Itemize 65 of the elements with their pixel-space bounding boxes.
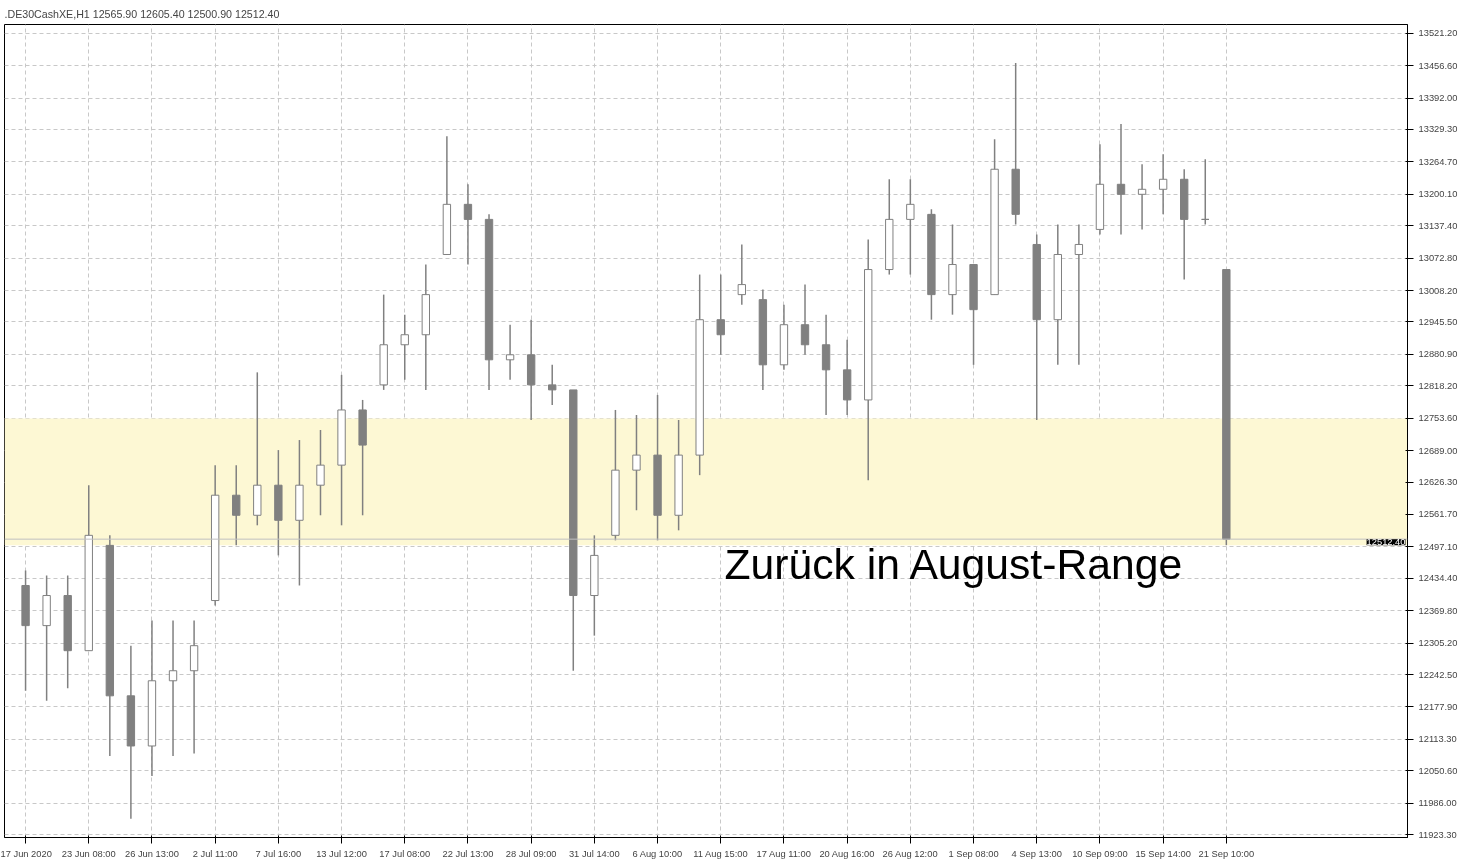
y-tick-label: 13264.70 xyxy=(1418,156,1458,167)
x-tick-label: 2 Jul 11:00 xyxy=(192,848,238,859)
x-tick-label: 17 Jul 08:00 xyxy=(379,848,431,859)
y-tick-label: 12689.00 xyxy=(1418,445,1458,456)
candlestick xyxy=(505,323,515,381)
chart-title: .DE30CashXE,H1 12565.90 12605.40 12500.90 12512.40 xyxy=(4,7,280,20)
candlestick xyxy=(716,273,725,356)
y-tick-label: 12626.30 xyxy=(1418,477,1458,488)
x-tick-label: 1 Sep 08:00 xyxy=(948,848,999,859)
y-tick-label: 11986.00 xyxy=(1418,798,1457,809)
x-tick-label: 26 Aug 12:00 xyxy=(882,848,938,859)
x-tick-label: 6 Aug 10:00 xyxy=(632,848,683,859)
x-tick-label: 23 Jun 08:00 xyxy=(61,848,116,859)
x-tick-label: 26 Jun 13:00 xyxy=(124,848,179,859)
candlestick xyxy=(1116,123,1126,236)
x-tick-label: 11 Aug 15:00 xyxy=(693,848,748,859)
candlestick xyxy=(1074,223,1084,366)
y-tick-label: 13456.60 xyxy=(1418,60,1458,71)
y-tick-label: 13072.80 xyxy=(1418,253,1458,264)
y-tick-label: 12561.70 xyxy=(1418,509,1458,520)
candlestick xyxy=(906,178,915,276)
y-tick-label: 13329.30 xyxy=(1418,124,1458,135)
candlestick xyxy=(400,313,409,381)
x-tick-label: 10 Sep 09:00 xyxy=(1072,848,1128,859)
y-tick-label: 13200.10 xyxy=(1418,189,1458,200)
y-tick-label: 13392.00 xyxy=(1418,93,1458,104)
x-tick-label: 22 Jul 13:00 xyxy=(442,848,494,859)
y-tick-label: 12880.90 xyxy=(1418,349,1458,360)
y-tick-label: 12177.90 xyxy=(1418,701,1458,712)
y-tick-label: 13521.20 xyxy=(1418,28,1458,39)
candlestick xyxy=(463,183,473,266)
candlestick xyxy=(800,283,810,356)
x-tick-label: 20 Aug 16:00 xyxy=(819,848,875,859)
x-tick-label: 21 Sep 10:00 xyxy=(1198,848,1255,859)
y-tick-label: 11923.30 xyxy=(1418,829,1457,840)
candlestick xyxy=(737,243,746,306)
x-tick-label: 28 Jul 09:00 xyxy=(505,848,557,859)
candlestick xyxy=(632,414,641,512)
x-tick-label: 7 Jul 16:00 xyxy=(255,848,302,859)
y-tick-label: 12113.30 xyxy=(1418,734,1457,745)
y-tick-label: 13137.40 xyxy=(1418,220,1458,231)
candlestick xyxy=(1137,163,1147,231)
y-tick-label: 12753.60 xyxy=(1418,413,1458,424)
candlestick xyxy=(168,619,178,757)
x-tick-label: 31 Jul 14:00 xyxy=(568,848,620,859)
y-tick-label: 12497.10 xyxy=(1418,541,1458,552)
candlestick xyxy=(316,429,325,517)
y-tick-label: 12818.20 xyxy=(1418,380,1458,391)
annotation: Zurück in August-Range xyxy=(724,539,1183,588)
ref-line-label: 12512.40 xyxy=(1366,537,1406,548)
candlestick xyxy=(1158,153,1168,216)
y-tick-label: 12369.80 xyxy=(1418,605,1458,616)
y-tick-label: 12945.50 xyxy=(1418,316,1458,327)
y-tick-label: 12050.60 xyxy=(1418,765,1458,776)
candlestick xyxy=(548,364,557,406)
y-tick-label: 12242.50 xyxy=(1418,669,1458,680)
y-tick-label: 12434.40 xyxy=(1418,573,1458,584)
x-tick-label: 4 Sep 13:00 xyxy=(1011,848,1062,859)
y-tick-label: 13008.20 xyxy=(1418,285,1458,296)
y-tick-label: 12305.20 xyxy=(1418,638,1458,649)
x-tick-label: 15 Sep 14:00 xyxy=(1135,848,1191,859)
x-tick-label: 13 Jul 12:00 xyxy=(316,848,367,859)
x-tick-label: 17 Aug 11:00 xyxy=(756,848,811,859)
x-tick-label: 17 Jun 2020 xyxy=(0,848,52,859)
candlestick xyxy=(232,464,241,547)
